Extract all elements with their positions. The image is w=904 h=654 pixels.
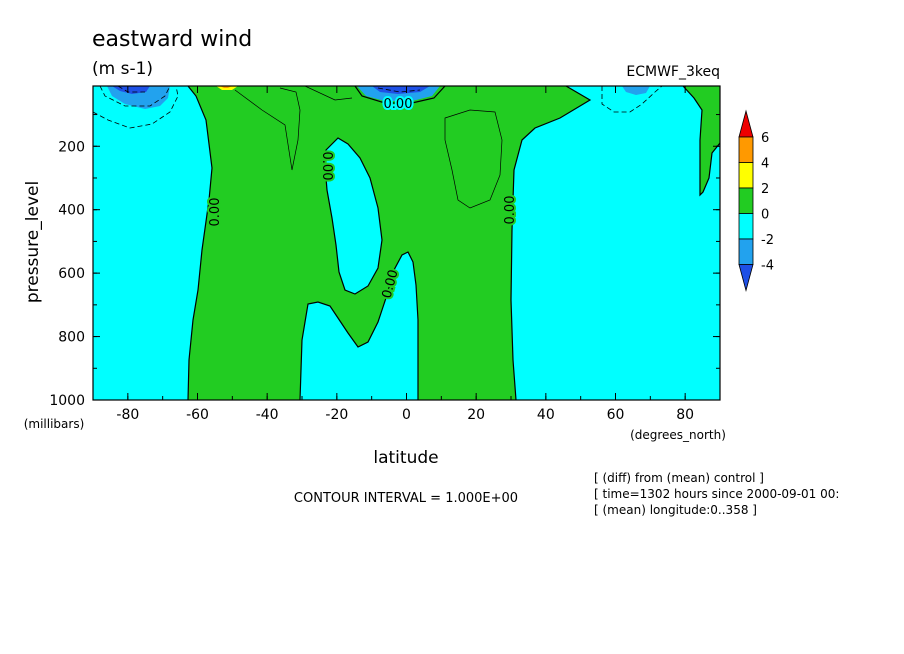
contour-label: 0.00 <box>384 97 413 112</box>
x-tick-label: 40 <box>537 407 555 423</box>
colorbar-tick-label: 0 <box>761 208 769 223</box>
y-tick-label: 400 <box>58 203 85 219</box>
cyan-island <box>325 138 382 294</box>
x-tick-label: 0 <box>402 407 411 423</box>
footnote-diff: [ (diff) from (mean) control ] <box>594 471 764 485</box>
footnote-longitude: [ (mean) longitude:0..358 ] <box>594 503 757 517</box>
contour-labels: 0.00 0.00 0.00 0.00 0.00 <box>206 95 520 302</box>
x-axis: -80 -60 -40 -20 0 20 40 60 80 <box>92 86 721 423</box>
contour-label: 0.00 <box>503 196 518 225</box>
colorbar-bin <box>738 238 754 265</box>
zero-contour-west <box>187 86 213 400</box>
contour-interval: CONTOUR INTERVAL = 1.000E+00 <box>294 491 518 506</box>
x-tick-label: 80 <box>676 407 694 423</box>
y-tick-label: 1000 <box>49 393 85 409</box>
colorbar-bin <box>738 264 754 293</box>
y-axis-unit: (millibars) <box>24 417 85 431</box>
y-axis: 200 400 600 800 1000 <box>49 114 720 409</box>
colorbar-tick-label: 2 <box>761 182 769 197</box>
contour-label: 0.00 <box>208 198 223 227</box>
zero-contours <box>187 86 720 400</box>
x-tick-label: -40 <box>256 407 279 423</box>
chart-units: (m s-1) <box>92 59 153 79</box>
positive-contours <box>234 86 503 209</box>
band-0-to-2 <box>188 86 590 400</box>
x-axis-label: latitude <box>373 448 438 468</box>
x-tick-label: 60 <box>607 407 625 423</box>
zero-contour-far-east <box>682 86 720 197</box>
zero-contour-east <box>510 86 592 400</box>
colorbar-bin <box>738 162 754 189</box>
contour-label: 0.00 <box>319 152 334 181</box>
colorbar-bin <box>738 187 754 214</box>
y-axis-label: pressure_level <box>23 181 43 303</box>
colorbar-bin <box>738 109 754 138</box>
colorbar: 6 4 2 0 -2 -4 <box>738 109 774 293</box>
x-axis-unit: (degrees_north) <box>630 428 726 442</box>
chart-title: eastward wind <box>92 27 252 52</box>
colorbar-tick-label: -2 <box>761 233 774 248</box>
colorbar-tick-label: 4 <box>761 157 769 172</box>
band-below-minus4-center <box>372 86 430 94</box>
footnote-time: [ time=1302 hours since 2000-09-01 00: <box>594 487 839 501</box>
band-minus4-to-minus2-left <box>107 86 170 109</box>
x-tick-label: -20 <box>325 407 348 423</box>
x-tick-label: 20 <box>467 407 485 423</box>
zero-contour-top <box>354 86 446 104</box>
x-tick-label: -60 <box>186 407 209 423</box>
colorbar-bin <box>738 136 754 163</box>
x-tick-label: -80 <box>116 407 139 423</box>
y-tick-label: 600 <box>58 266 85 282</box>
contour-plot-area: 0.00 0.00 0.00 0.00 0.00 <box>93 86 720 400</box>
colorbar-tick-label: 6 <box>761 131 769 146</box>
y-tick-label: 200 <box>58 139 85 155</box>
band-0-to-2-east <box>683 86 720 195</box>
zero-contour-central <box>299 251 419 400</box>
y-tick-label: 800 <box>58 330 85 346</box>
zero-contour-island <box>324 137 383 295</box>
band-minus4-to-minus2-right <box>622 86 650 95</box>
colorbar-bin <box>738 213 754 240</box>
dataset-label: ECMWF_3keq <box>626 64 720 80</box>
colorbar-tick-label: -4 <box>761 259 774 274</box>
